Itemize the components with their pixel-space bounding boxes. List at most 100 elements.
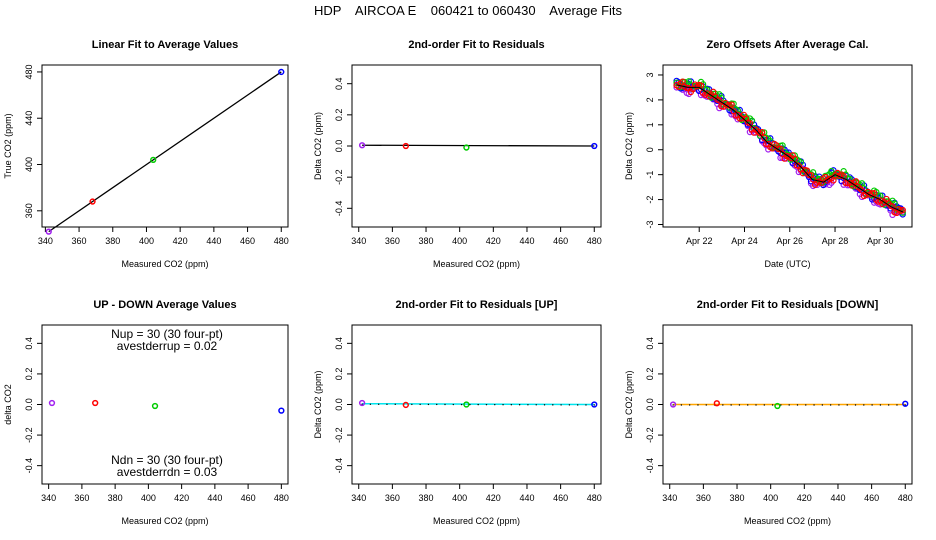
- data-point: [402, 142, 409, 150]
- data-point: [150, 156, 157, 164]
- fit-dot: [502, 403, 504, 406]
- fit-dot: [452, 403, 455, 406]
- x-tick-label: 380: [419, 236, 434, 246]
- fit-dot: [680, 404, 683, 406]
- y-axis-label: Delta CO2 (ppm): [624, 370, 634, 438]
- plot-p6: 2nd-order Fit to Residuals [DOWN] Measure…: [624, 299, 913, 526]
- data-point: [591, 401, 598, 408]
- offset-point: [728, 101, 735, 108]
- x-tick-label: 340: [41, 493, 56, 503]
- fit-dot: [552, 404, 554, 406]
- offset-point: [899, 206, 906, 214]
- fit-dot: [788, 404, 790, 406]
- x-tick-label: 360: [385, 493, 400, 503]
- x-tick-label: 400: [763, 493, 778, 503]
- y-tick-label: 0.0: [334, 140, 344, 153]
- fit-dot: [688, 404, 691, 406]
- fit-dot: [436, 403, 438, 406]
- y-tick-label: -0.4: [24, 458, 34, 474]
- plot-title: 2nd-order Fit to Residuals: [408, 39, 544, 51]
- fit-dot: [846, 404, 848, 406]
- x-tick-label: 340: [38, 236, 53, 246]
- y-tick-label: -0.4: [645, 458, 655, 474]
- data-point: [463, 144, 470, 151]
- data-point: [92, 399, 99, 407]
- y-tick-label: 0.2: [334, 368, 344, 381]
- plot-title: 2nd-order Fit to Residuals [UP]: [396, 299, 558, 311]
- annotation-ndn: Ndn = 30 (30 four-pt): [111, 453, 223, 467]
- offset-point: [809, 176, 817, 183]
- y-tick-label: 0.2: [645, 368, 655, 381]
- x-tick-label: 440: [830, 493, 845, 503]
- fit-dot: [763, 404, 766, 406]
- x-axis-label: Measured CO2 (ppm): [433, 259, 520, 269]
- fit-dot: [494, 403, 496, 406]
- fit-dot: [863, 404, 865, 406]
- fit-dot: [460, 403, 463, 406]
- x-axis-label: Measured CO2 (ppm): [433, 516, 520, 526]
- data-point: [713, 400, 720, 407]
- fit-dot: [813, 404, 815, 406]
- data-point: [358, 142, 366, 149]
- y-tick-label: -0.2: [645, 427, 655, 443]
- main-title: HDP AIRCOA E 060421 to 060430 Average Fi…: [314, 3, 623, 18]
- annotation-avestderrdn: avestderrdn = 0.03: [117, 465, 218, 479]
- data-point: [358, 399, 366, 407]
- y-tick-label: 2: [645, 97, 655, 102]
- x-tick-label: 480: [587, 236, 602, 246]
- x-tick-label: 420: [174, 493, 189, 503]
- fit-dot: [527, 404, 529, 406]
- annotation-avestderrup: avestderrup = 0.02: [117, 339, 218, 353]
- y-tick-label: -0.2: [334, 427, 344, 443]
- fit-dot: [535, 404, 537, 406]
- fit-dot: [585, 404, 587, 406]
- x-tick-label: 360: [74, 493, 89, 503]
- x-tick-label: Apr 28: [822, 236, 849, 246]
- x-tick-label: Apr 22: [686, 236, 713, 246]
- x-axis-label: Date (UTC): [764, 259, 810, 269]
- offset-point: [870, 190, 878, 197]
- y-tick-label: -2: [645, 196, 655, 204]
- trend-line: [676, 84, 904, 213]
- x-tick-label: 360: [72, 236, 87, 246]
- y-tick-label: -0.2: [24, 427, 34, 443]
- fit-dot: [361, 403, 363, 405]
- fit-dot: [697, 404, 699, 406]
- fit-dot: [419, 403, 421, 406]
- y-tick-label: -3: [645, 220, 655, 228]
- x-tick-label: 400: [141, 493, 156, 503]
- x-tick-label: 380: [419, 493, 434, 503]
- x-tick-label: 460: [553, 493, 568, 503]
- x-tick-label: 360: [385, 236, 400, 246]
- y-tick-label: 0.0: [24, 398, 34, 411]
- x-tick-label: 480: [587, 493, 602, 503]
- data-point: [89, 198, 96, 205]
- y-tick-label: 0.2: [24, 368, 34, 381]
- fit-dot: [747, 404, 749, 406]
- fit-dot: [780, 404, 782, 406]
- y-tick-label: -1: [645, 171, 655, 179]
- data-point: [48, 399, 56, 407]
- x-tick-label: 480: [274, 493, 289, 503]
- y-tick-label: -0.4: [334, 458, 344, 474]
- data-point: [591, 142, 598, 150]
- x-axis-label: Measured CO2 (ppm): [121, 259, 208, 269]
- x-tick-label: 340: [351, 236, 366, 246]
- x-tick-label: Apr 30: [867, 236, 894, 246]
- y-tick-label: 0.4: [334, 337, 344, 350]
- y-tick-label: 0.4: [645, 337, 655, 350]
- offset-point: [858, 187, 866, 194]
- fit-dot: [722, 404, 724, 406]
- x-tick-label: 420: [797, 493, 812, 503]
- fit-dot: [838, 404, 840, 406]
- y-tick-label: 0.0: [645, 398, 655, 411]
- fit-dot: [510, 404, 513, 406]
- plot-p5: 2nd-order Fit to Residuals [UP] Measured …: [313, 299, 602, 526]
- x-tick-label: 340: [662, 493, 677, 503]
- data-point: [774, 402, 781, 410]
- data-point: [45, 228, 52, 235]
- plot-p4: UP - DOWN Average Values Measured CO2 (pp…: [3, 299, 289, 526]
- plot-frame: [41, 64, 289, 228]
- annotation-nup: Nup = 30 (30 four-pt): [111, 327, 223, 341]
- offset-point: [758, 128, 766, 136]
